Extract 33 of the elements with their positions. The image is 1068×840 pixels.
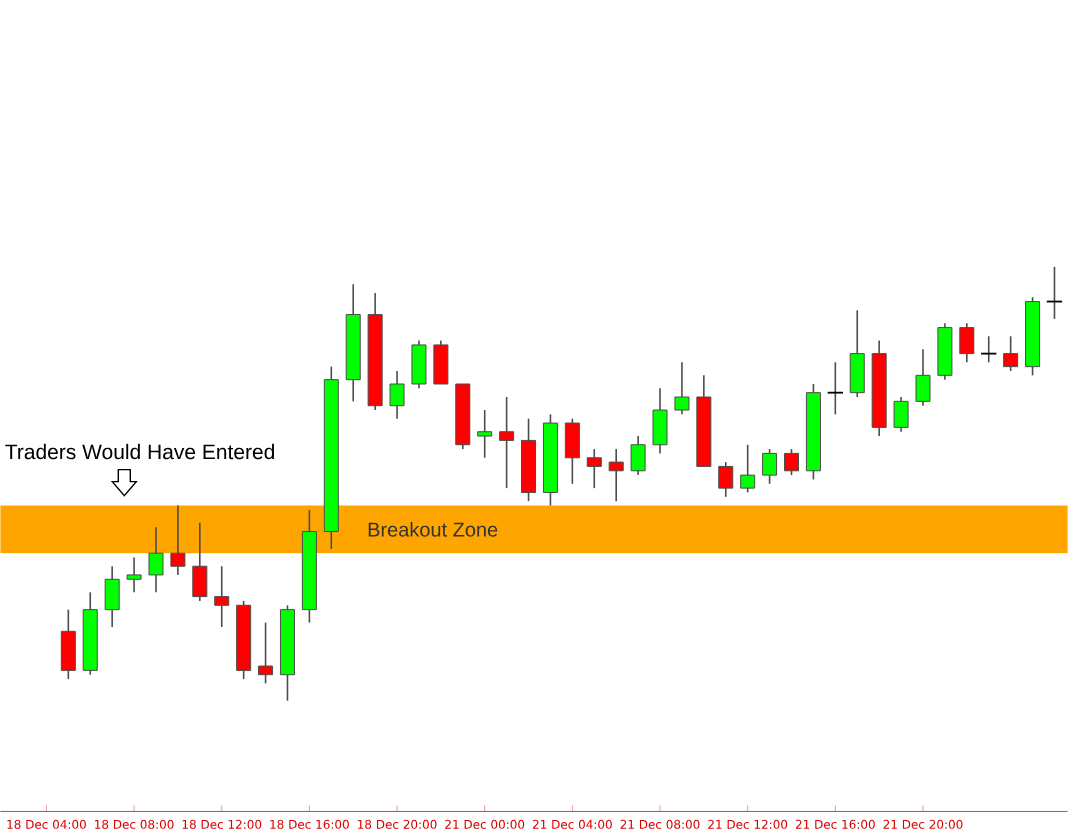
candlestick	[170, 505, 186, 577]
candlestick	[214, 565, 230, 629]
candlestick	[980, 335, 998, 364]
candlestick	[849, 309, 865, 399]
band-label: Breakout Zone	[368, 522, 498, 537]
candlestick	[740, 444, 756, 494]
candlestick	[433, 340, 449, 386]
candlestick	[60, 609, 76, 681]
candlestick	[826, 361, 844, 416]
candlestick	[937, 322, 953, 381]
candlestick	[959, 322, 975, 364]
candlestick	[630, 435, 646, 477]
candlestick	[586, 448, 602, 490]
candlestick	[762, 448, 778, 485]
candlestick	[674, 361, 690, 416]
candlestick	[608, 448, 624, 503]
candlestick	[258, 622, 274, 685]
candlestick	[477, 409, 493, 459]
candlestick	[893, 396, 909, 433]
candlestick	[652, 387, 668, 455]
candlestick	[718, 461, 734, 498]
annotation: Traders Would Have Entered	[5, 444, 274, 460]
candlestick	[783, 448, 800, 477]
candlestick	[104, 565, 120, 629]
candlestick	[389, 370, 405, 420]
candlestick	[192, 522, 208, 603]
candlestick	[411, 340, 427, 390]
candlestick	[148, 526, 164, 594]
candlestick	[564, 418, 580, 485]
candlestick	[915, 348, 931, 407]
candlestick	[1003, 335, 1019, 373]
candlestick	[499, 396, 515, 490]
candlestick	[126, 557, 142, 594]
